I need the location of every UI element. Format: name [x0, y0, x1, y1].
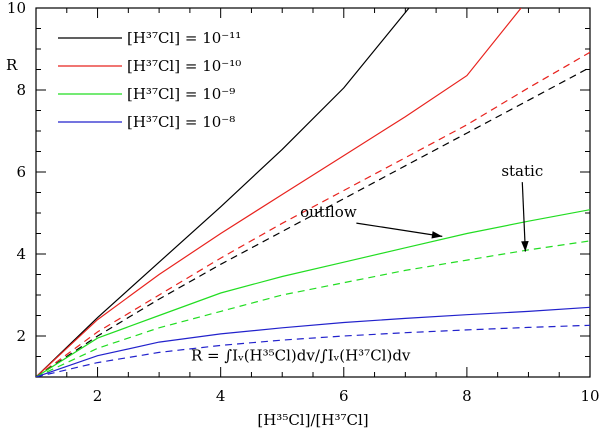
series-line	[36, 66, 590, 377]
series-line	[36, 209, 590, 377]
y-axis-label: R	[6, 56, 18, 74]
y-tick-label: 8	[16, 81, 26, 99]
series-layer	[36, 8, 590, 377]
legend-label: [H³⁷Cl] = 10⁻¹¹	[127, 29, 241, 47]
annotation-text: outflow	[300, 203, 357, 221]
y-tick-label: 6	[16, 163, 26, 181]
annotation-arrow	[521, 182, 526, 252]
annotation-arrowhead	[521, 241, 529, 252]
y-tick-label: 2	[16, 327, 26, 345]
legend-label: [H³⁷Cl] = 10⁻⁸	[127, 113, 235, 131]
x-tick-label: 4	[216, 387, 226, 405]
annotation-arrow	[356, 222, 443, 237]
legend: [H³⁷Cl] = 10⁻¹¹ [H³⁷Cl] = 10⁻¹⁰ [H³⁷Cl] = …	[58, 29, 241, 131]
annotation-arrowhead	[431, 231, 443, 239]
y-tick-label: 10	[7, 0, 26, 17]
y-tick-label: 4	[16, 245, 26, 263]
series-line	[36, 8, 410, 377]
x-tick-label: 10	[580, 387, 599, 405]
x-tick-label: 6	[339, 387, 349, 405]
series-line	[36, 240, 590, 377]
annotation-text: R = ∫Iᵥ(H³⁵Cl)dv/∫Iᵥ(H³⁷Cl)dv	[191, 347, 411, 365]
legend-label: [H³⁷Cl] = 10⁻¹⁰	[127, 57, 241, 75]
ticks: 2 4 6 8 10 2 4 6 8 10	[7, 0, 600, 405]
series-line	[36, 306, 590, 377]
x-tick-label: 8	[462, 387, 472, 405]
legend-label: [H³⁷Cl] = 10⁻⁹	[127, 85, 235, 103]
plot-frame	[35, 7, 591, 378]
series-line	[36, 324, 590, 377]
series-line	[36, 8, 522, 377]
x-axis-label: [H³⁵Cl]/[H³⁷Cl]	[257, 411, 368, 429]
annotation-text: static	[501, 162, 543, 180]
x-tick-label: 2	[93, 387, 103, 405]
series-line	[36, 51, 590, 377]
annotations: outflow static R = ∫Iᵥ(H³⁵Cl)dv/∫Iᵥ(H³⁷Cl)…	[191, 162, 543, 365]
